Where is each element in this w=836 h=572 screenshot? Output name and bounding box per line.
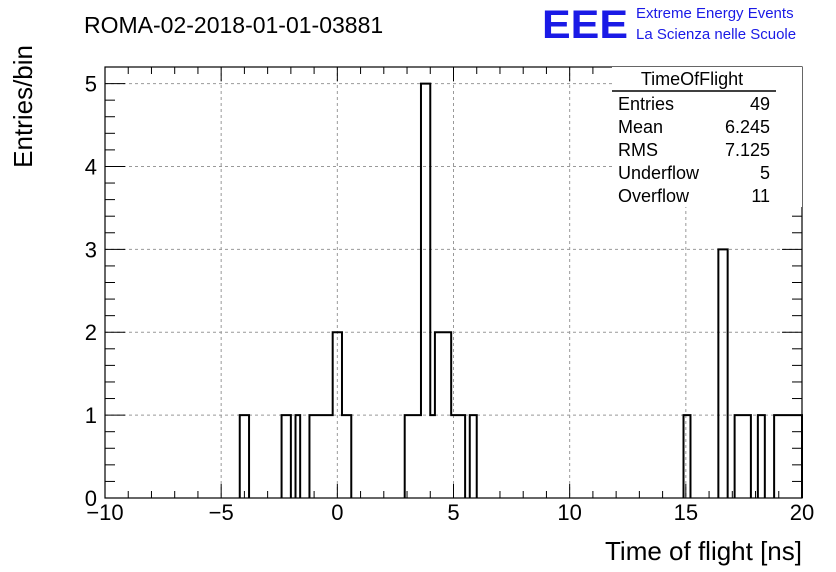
y-tick-label: 4 — [85, 154, 97, 179]
x-tick-label: 15 — [674, 500, 698, 525]
x-tick-label: 10 — [557, 500, 581, 525]
logo-line-2: La Scienza nelle Scuole — [636, 26, 796, 43]
histogram-bin — [684, 415, 691, 498]
x-axis-label: Time of flight [ns] — [605, 536, 802, 566]
eee-logo: EEE Extreme Energy Events La Scienza nel… — [542, 3, 796, 47]
histogram-bin — [783, 415, 802, 498]
x-tick-label: 20 — [790, 500, 814, 525]
stats-value-overflow: 11 — [751, 186, 770, 206]
histogram-outline — [238, 82, 803, 498]
histogram-bin — [421, 84, 430, 498]
x-tick-labels: −10 −5 0 5 10 15 20 — [86, 500, 814, 525]
stats-box: TimeOfFlight Entries 49 Mean 6.245 RMS 7… — [612, 67, 802, 207]
stats-value-rms: 7.125 — [725, 140, 770, 160]
x-tick-label: −5 — [209, 500, 234, 525]
stats-value-entries: 49 — [750, 94, 770, 114]
histogram-bin — [430, 415, 435, 498]
y-tick-label: 5 — [85, 72, 97, 97]
histogram-bin — [774, 415, 783, 498]
stats-label-entries: Entries — [618, 94, 674, 114]
x-tick-label: 0 — [331, 500, 343, 525]
y-tick-label: 2 — [85, 320, 97, 345]
logo-line-1: Extreme Energy Events — [636, 5, 794, 22]
stats-value-underflow: 5 — [760, 163, 770, 183]
histogram-bin — [735, 415, 751, 498]
y-tick-label: 3 — [85, 237, 97, 262]
stats-label-underflow: Underflow — [618, 163, 700, 183]
y-tick-label: 0 — [85, 486, 97, 511]
y-axis-label: Entries/bin — [8, 45, 38, 168]
y-tick-label: 1 — [85, 403, 97, 428]
stats-box-title: TimeOfFlight — [641, 69, 743, 89]
eee-logo-mark: EEE — [542, 3, 628, 47]
histogram-bin — [342, 415, 351, 498]
stats-label-mean: Mean — [618, 117, 663, 137]
histogram-bin — [470, 415, 477, 498]
stats-label-rms: RMS — [618, 140, 658, 160]
histogram-bin — [240, 415, 249, 498]
x-tick-label: 5 — [447, 500, 459, 525]
histogram-bin — [718, 249, 727, 498]
histogram-bin — [405, 415, 421, 498]
histogram-bin — [309, 415, 332, 498]
y-tick-labels: 0 1 2 3 4 5 — [85, 72, 97, 511]
histogram-bin — [758, 415, 765, 498]
chart-title: ROMA-02-2018-01-01-03881 — [84, 12, 383, 38]
histogram-bin — [282, 415, 291, 498]
stats-label-overflow: Overflow — [618, 186, 690, 206]
x-tick-label: −10 — [86, 500, 123, 525]
stats-value-mean: 6.245 — [725, 117, 770, 137]
